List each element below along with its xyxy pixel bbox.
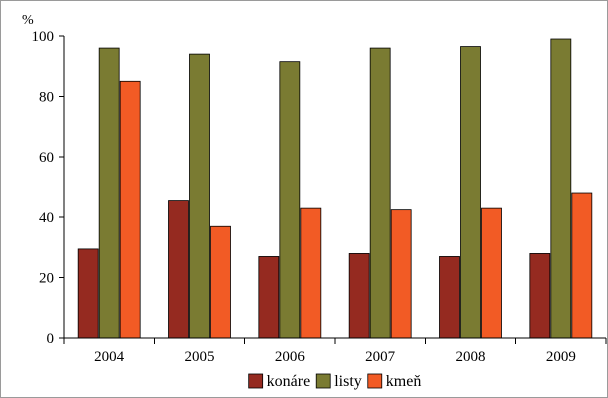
legend-item: kmeň [367, 373, 422, 390]
bars [77, 38, 593, 339]
bar-kmeň-2007 [390, 209, 412, 339]
legend-label: kmeň [386, 373, 422, 390]
bar-konáre-2005 [168, 200, 189, 339]
y-unit-label: % [22, 13, 34, 28]
x-tick-label: 2008 [456, 349, 486, 365]
legend-item: konáre [248, 373, 311, 390]
bar-konáre-2007 [348, 253, 370, 339]
x-tick-label: 2004 [94, 349, 125, 365]
bar-konáre-2009 [529, 253, 551, 339]
bar-listy-2009 [550, 38, 572, 339]
bar-kmeň-2009 [571, 192, 593, 339]
bar-kmeň-2006 [300, 207, 322, 339]
bar-konáre-2008 [439, 256, 460, 339]
y-tick-label: 80 [39, 89, 54, 105]
bar-listy-2008 [460, 46, 481, 339]
legend-label: konáre [267, 373, 311, 390]
legend-label: listy [334, 373, 362, 390]
y-axis-ticks: 0 20 40 60 80 100 [32, 29, 64, 347]
y-tick-label: 60 [39, 150, 54, 166]
bar-kmeň-2004 [119, 80, 141, 339]
legend-item: listy [315, 373, 362, 390]
legend: konáre listy kmeň [248, 373, 422, 390]
y-tick-label: 20 [39, 271, 54, 287]
x-tick-label: 2007 [365, 349, 396, 365]
x-tick-label: 2006 [275, 349, 306, 365]
bar-kmeň-2005 [210, 225, 231, 339]
y-tick-label: 0 [47, 331, 55, 347]
bar-konáre-2004 [77, 248, 99, 339]
bar-listy-2004 [98, 47, 120, 339]
x-tick-label: 2005 [185, 349, 215, 365]
legend-swatch [315, 373, 331, 389]
bar-listy-2005 [189, 53, 210, 339]
y-tick-label: 100 [32, 29, 55, 45]
y-tick-label: 40 [39, 210, 54, 226]
bar-listy-2007 [369, 47, 391, 339]
x-tick-label: 2009 [546, 349, 576, 365]
legend-swatch [367, 373, 383, 389]
x-axis-ticks: 2004 2005 2006 2007 2008 2009 [63, 338, 607, 365]
legend-swatch [248, 373, 264, 389]
bar-listy-2006 [279, 61, 301, 339]
bar-konáre-2006 [258, 256, 280, 339]
bar-kmeň-2008 [481, 207, 502, 339]
